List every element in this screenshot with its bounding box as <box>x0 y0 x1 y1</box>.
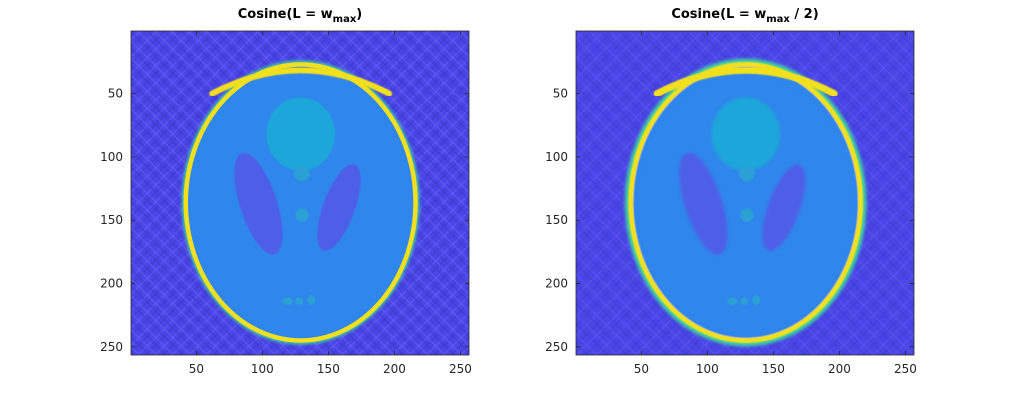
x-tick-label: 50 <box>634 362 649 376</box>
skull-ring-top <box>209 67 393 97</box>
x-tick-label: 150 <box>317 362 340 376</box>
tiny-blob-1 <box>282 297 293 306</box>
x-tick-label: 150 <box>762 362 785 376</box>
small-blob-upper <box>294 165 310 182</box>
x-tick-label: 100 <box>696 362 719 376</box>
skull-ring-top <box>653 66 838 98</box>
axes-frame <box>130 30 470 356</box>
y-tick-label: 50 <box>553 87 568 101</box>
y-tick-label: 200 <box>100 276 123 290</box>
phantom-image <box>131 31 469 355</box>
title-tail: ) <box>356 7 362 22</box>
title-subscript: max <box>766 14 790 25</box>
tiny-blob-2 <box>295 297 304 306</box>
tiny-blob-3 <box>307 294 316 306</box>
central-blob <box>711 97 780 171</box>
central-blob <box>266 97 335 171</box>
title-tail: / 2) <box>790 7 819 22</box>
right-ventricle <box>762 164 806 251</box>
small-blob-middle <box>295 208 309 222</box>
x-tick-label: 100 <box>251 362 274 376</box>
tiny-blob-3 <box>752 294 761 306</box>
y-tick-label: 250 <box>100 340 123 354</box>
phantom-image <box>576 31 914 355</box>
x-tick-label: 200 <box>383 362 406 376</box>
left-ventricle <box>679 152 728 255</box>
tiny-blob-2 <box>740 297 749 306</box>
y-tick-label: 250 <box>545 340 568 354</box>
title-main: Cosine(L = w <box>671 7 766 22</box>
right-ventricle <box>317 164 361 251</box>
y-tick-label: 100 <box>100 150 123 164</box>
y-tick-label: 150 <box>100 213 123 227</box>
brain-region <box>637 74 854 336</box>
y-tick-label: 100 <box>545 150 568 164</box>
title-subscript: max <box>333 14 357 25</box>
x-tick-label: 50 <box>189 362 204 376</box>
x-tick-label: 200 <box>828 362 851 376</box>
chart-title: Cosine(L = wmax) <box>238 7 363 25</box>
title-main: Cosine(L = w <box>238 7 333 22</box>
small-blob-middle <box>740 208 754 222</box>
brain-region <box>192 74 409 336</box>
chart-title: Cosine(L = wmax / 2) <box>671 7 818 25</box>
y-tick-label: 50 <box>108 87 123 101</box>
left-ventricle <box>234 152 283 255</box>
y-tick-label: 200 <box>545 276 568 290</box>
small-blob-upper <box>739 165 755 182</box>
x-tick-label: 250 <box>894 362 917 376</box>
phantom-panel-right: 50 100 150 200 250 50 100 150 200 250 Cosine(L = w… <box>545 7 917 376</box>
x-tick-label: 250 <box>449 362 472 376</box>
tiny-blob-1 <box>727 297 738 306</box>
phantom-panel-left: 50 100 150 200 250 50 100 150 200 250 Cosine(L = w… <box>100 7 472 376</box>
axes-frame <box>575 30 915 356</box>
y-tick-label: 150 <box>545 213 568 227</box>
